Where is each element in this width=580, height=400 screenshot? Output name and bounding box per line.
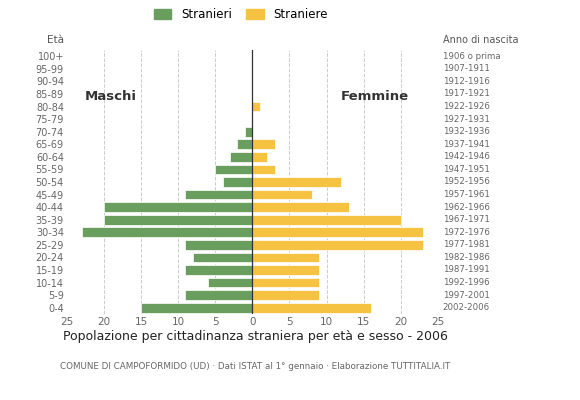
Bar xyxy=(104,202,252,212)
Text: 1927-1931: 1927-1931 xyxy=(443,115,490,124)
Bar xyxy=(252,164,274,174)
Bar xyxy=(252,227,423,237)
Text: 1947-1951: 1947-1951 xyxy=(443,165,490,174)
Bar xyxy=(186,240,252,250)
Bar xyxy=(208,278,252,288)
Text: 1977-1981: 1977-1981 xyxy=(443,240,490,249)
Bar xyxy=(186,190,252,200)
Bar xyxy=(186,265,252,275)
Text: 1982-1986: 1982-1986 xyxy=(443,253,490,262)
Bar xyxy=(193,252,252,262)
Bar xyxy=(223,177,252,187)
Text: COMUNE DI CAMPOFORMIDO (UD) · Dati ISTAT al 1° gennaio · Elaborazione TUTTITALIA: COMUNE DI CAMPOFORMIDO (UD) · Dati ISTAT… xyxy=(60,362,451,371)
Text: 1932-1936: 1932-1936 xyxy=(443,127,490,136)
Text: 1987-1991: 1987-1991 xyxy=(443,266,490,274)
Bar xyxy=(141,303,252,313)
Text: 1922-1926: 1922-1926 xyxy=(443,102,490,111)
Bar xyxy=(252,265,319,275)
Bar xyxy=(104,215,252,225)
Text: 1962-1966: 1962-1966 xyxy=(443,203,490,212)
Bar xyxy=(252,252,319,262)
Bar xyxy=(245,127,252,137)
Text: Anno di nascita: Anno di nascita xyxy=(443,35,518,45)
Bar xyxy=(252,240,423,250)
Text: 1937-1941: 1937-1941 xyxy=(443,140,490,149)
Text: 1957-1961: 1957-1961 xyxy=(443,190,490,199)
Bar xyxy=(252,152,267,162)
Text: Femmine: Femmine xyxy=(340,90,409,103)
Bar xyxy=(252,278,319,288)
Text: 1997-2001: 1997-2001 xyxy=(443,291,490,300)
Bar xyxy=(252,177,342,187)
Text: 1992-1996: 1992-1996 xyxy=(443,278,489,287)
Text: Età: Età xyxy=(47,35,64,45)
Bar xyxy=(237,139,252,149)
Bar xyxy=(82,227,252,237)
Text: 1967-1971: 1967-1971 xyxy=(443,215,490,224)
Legend: Stranieri, Straniere: Stranieri, Straniere xyxy=(154,8,328,21)
Bar xyxy=(252,102,260,112)
Bar xyxy=(230,152,252,162)
Bar xyxy=(252,190,311,200)
Text: 1907-1911: 1907-1911 xyxy=(443,64,490,73)
Bar xyxy=(252,139,274,149)
Text: Maschi: Maschi xyxy=(85,90,137,103)
Bar xyxy=(252,303,371,313)
Bar xyxy=(215,164,252,174)
Bar xyxy=(252,202,349,212)
Text: Popolazione per cittadinanza straniera per età e sesso - 2006: Popolazione per cittadinanza straniera p… xyxy=(63,330,448,343)
Bar xyxy=(186,290,252,300)
Text: 1917-1921: 1917-1921 xyxy=(443,90,490,98)
Text: 1952-1956: 1952-1956 xyxy=(443,178,490,186)
Text: 1972-1976: 1972-1976 xyxy=(443,228,490,237)
Text: 1912-1916: 1912-1916 xyxy=(443,77,490,86)
Text: 1942-1946: 1942-1946 xyxy=(443,152,490,161)
Bar xyxy=(252,290,319,300)
Text: 2002-2006: 2002-2006 xyxy=(443,303,490,312)
Bar xyxy=(252,215,401,225)
Text: 1906 o prima: 1906 o prima xyxy=(443,52,500,61)
